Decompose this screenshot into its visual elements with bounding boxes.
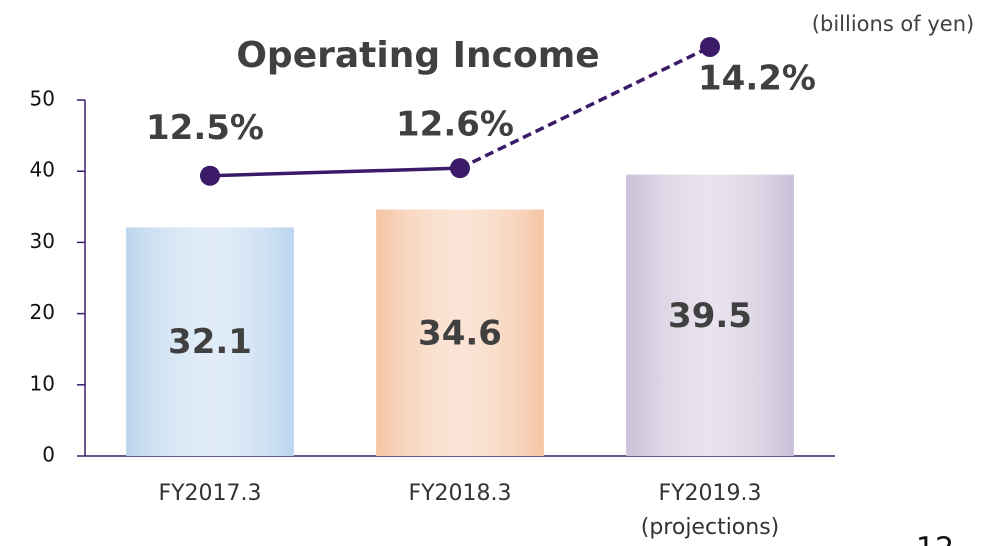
line-point [450, 158, 470, 179]
unit-label: (billions of yen) [812, 12, 974, 36]
line-point [200, 165, 220, 186]
bar-shade [626, 174, 794, 456]
page-number: 12 [916, 532, 954, 546]
bar-shade [376, 209, 544, 456]
y-tick-label: 30 [30, 229, 55, 253]
x-tick-label: FY2018.3 [408, 481, 511, 506]
y-tick-label: 0 [42, 443, 55, 467]
x-tick-label-line: FY2019.3 [658, 481, 761, 506]
line-value-label: 12.5% [146, 108, 264, 148]
y-tick-label: 20 [30, 300, 55, 324]
bar-value-label: 34.6 [418, 313, 502, 353]
x-tick-label-line: (projections) [641, 515, 780, 540]
chart-title: Operating Income [236, 35, 599, 76]
y-tick-label: 40 [30, 158, 55, 182]
line-point [700, 36, 720, 57]
bar-value-label: 39.5 [668, 296, 752, 336]
line [209, 166, 461, 178]
x-tick-label-line: FY2018.3 [408, 481, 511, 506]
y-tick-label: 10 [30, 371, 55, 395]
line-projection [459, 45, 711, 170]
line-value-label: 14.2% [698, 58, 816, 98]
x-tick-label: FY2017.3 [158, 481, 261, 506]
x-tick-label-line: FY2017.3 [158, 481, 261, 506]
y-tick-label: 50 [30, 87, 55, 111]
line-value-label: 12.6% [396, 105, 514, 145]
bar-value-label: 32.1 [168, 322, 252, 362]
bar-shade [126, 227, 294, 456]
x-tick-label: FY2019.3 (projections) [641, 481, 780, 540]
